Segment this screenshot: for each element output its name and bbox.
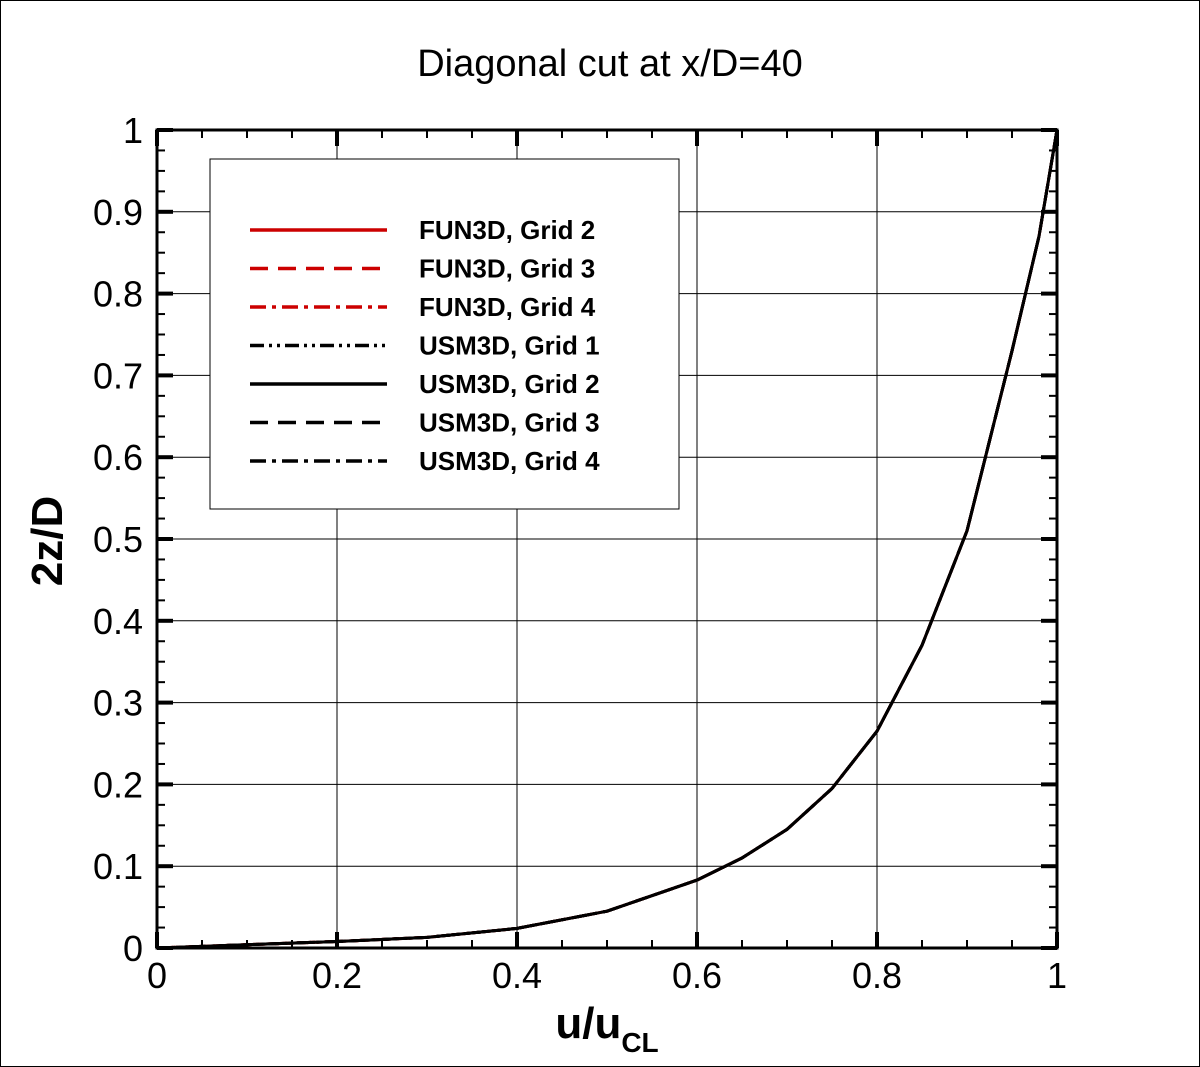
x-tick-label: 0.4 — [492, 955, 542, 996]
legend-box — [209, 158, 680, 510]
legend-label-7: USM3D, Grid 4 — [419, 446, 600, 476]
y-tick-label: 0.1 — [93, 846, 143, 887]
legend-label-3: FUN3D, Grid 4 — [419, 292, 596, 322]
legend: FUN3D, Grid 2 FUN3D, Grid 3 FUN3D, Grid 4 U… — [209, 158, 680, 510]
x-axis-label-subscript: CL — [621, 1027, 658, 1058]
y-tick-label: 0.2 — [93, 764, 143, 805]
y-tick-label: 0.4 — [93, 601, 143, 642]
y-tick-label: 0.5 — [93, 519, 143, 560]
y-tick-label: 0.3 — [93, 683, 143, 724]
y-tick-label: 0 — [123, 928, 143, 969]
x-axis-label: u/uCL — [555, 999, 658, 1058]
legend-label-4: USM3D, Grid 1 — [419, 331, 600, 361]
chart-title: Diagonal cut at x/D=40 — [417, 43, 803, 85]
y-axis-label: 2z/D — [23, 496, 72, 586]
legend-label-5: USM3D, Grid 2 — [419, 369, 600, 399]
axes — [155, 128, 1059, 950]
x-tick-label: 1 — [1047, 955, 1067, 996]
legend-label-1: FUN3D, Grid 2 — [419, 215, 595, 245]
legend-label-6: USM3D, Grid 3 — [419, 408, 600, 438]
legend-label-2: FUN3D, Grid 3 — [419, 254, 595, 284]
x-tick-label: 0.8 — [852, 955, 902, 996]
x-axis-label-main: u/u — [555, 999, 621, 1048]
y-tick-label: 0.9 — [93, 192, 143, 233]
series-lines — [156, 129, 1059, 950]
y-tick-label: 1 — [123, 110, 143, 151]
series-line-7 — [156, 129, 1059, 950]
x-tick-label: 0.6 — [672, 955, 722, 996]
x-tick-label: 0.2 — [312, 955, 362, 996]
y-tick-label: 0.8 — [93, 274, 143, 315]
x-tick-label: 0 — [147, 955, 167, 996]
y-tick-label: 0.7 — [93, 355, 143, 396]
tick-labels: 0 0.2 0.4 0.6 0.8 1 0 0.1 0.2 0.3 0.4 0.5 0.6 0.7 0.8 0… — [93, 110, 1067, 996]
y-tick-label: 0.6 — [93, 437, 143, 478]
